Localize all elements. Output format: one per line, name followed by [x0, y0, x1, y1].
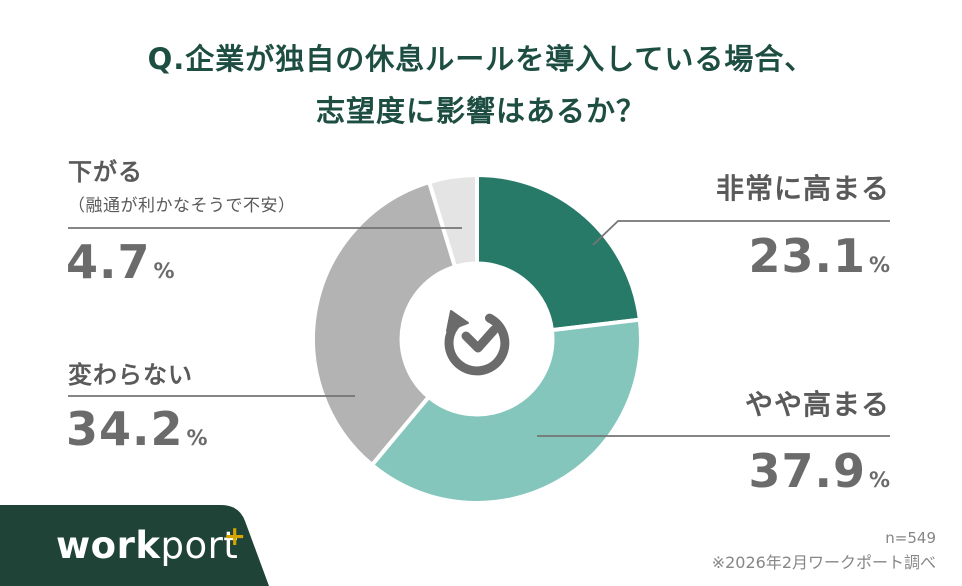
segment-label-sagaru: 下がる: [68, 158, 143, 186]
logo-plus-icon: +: [223, 521, 247, 552]
segment-value-kawaranai: 34.2%: [66, 402, 208, 456]
workport-logo-panel: [0, 505, 269, 586]
donut-segment: [311, 179, 458, 468]
workport-logo: workport+: [56, 521, 247, 567]
logo-text-bold: work: [56, 524, 161, 567]
callout-kawaranai: 変わらない: [68, 355, 193, 390]
clock-refresh-icon: [444, 310, 510, 376]
page-title: Q.企業が独自の休息ルールを導入している場合、 志望度に影響はあるか？: [0, 33, 962, 137]
logo-text-light: port: [160, 524, 239, 567]
donut-segment: [475, 172, 643, 333]
segment-label-hijouni: 非常に高まる: [715, 172, 890, 205]
segment-label-yaya: やや高まる: [744, 388, 890, 421]
callout-yaya: やや高まる: [745, 383, 890, 423]
segment-value-hijouni: 23.1%: [748, 229, 890, 283]
callout-hijouni: 非常に高まる: [716, 167, 890, 207]
donut-segment: [426, 172, 479, 270]
title-line-2: 志望度に影響はあるか？: [315, 94, 646, 128]
callout-sagaru: 下がる （融通が利かなそうで不安）: [68, 152, 296, 216]
donut-segment: [369, 317, 643, 505]
title-line-1: Q.企業が独自の休息ルールを導入している場合、: [147, 42, 815, 76]
sample-size: n=549: [885, 529, 936, 547]
segment-note-sagaru: （融通が利かなそうで不安）: [68, 196, 296, 216]
segment-label-kawaranai: 変わらない: [68, 361, 193, 389]
source-note: ※2026年2月ワークポート調べ: [711, 553, 936, 572]
segment-value-sagaru: 4.7%: [66, 235, 175, 289]
donut-chart: [311, 172, 643, 505]
donut-segments: [311, 172, 643, 505]
segment-value-yaya: 37.9%: [748, 444, 890, 498]
